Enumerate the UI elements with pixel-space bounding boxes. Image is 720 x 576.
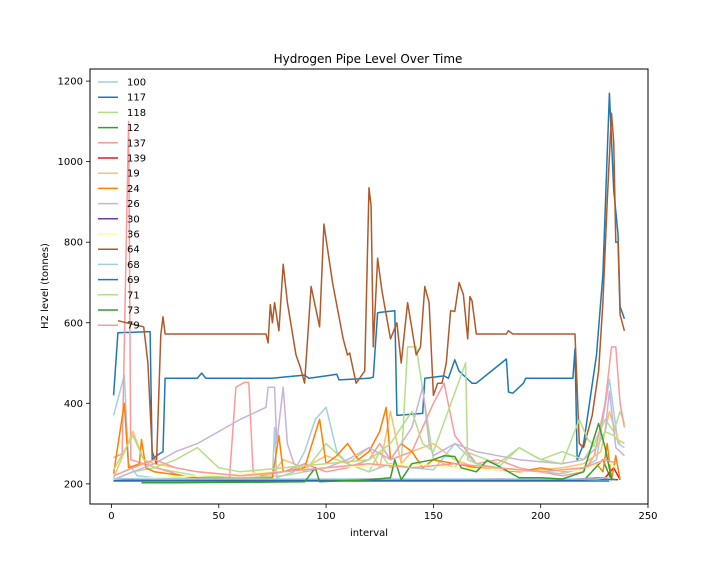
x-axis-label: interval bbox=[350, 528, 388, 539]
series-line-64 bbox=[117, 112, 626, 465]
x-tick-label: 50 bbox=[212, 511, 225, 522]
legend-label-19: 19 bbox=[127, 169, 140, 180]
legend-label-118: 118 bbox=[127, 108, 146, 119]
y-tick-label: 800 bbox=[64, 238, 83, 249]
legend-label-64: 64 bbox=[127, 245, 140, 256]
legend-label-79: 79 bbox=[127, 321, 140, 332]
legend-label-69: 69 bbox=[127, 275, 140, 286]
series-line-36 bbox=[113, 458, 617, 480]
plot-lines bbox=[112, 92, 626, 484]
series-line-71 bbox=[112, 362, 621, 473]
x-tick-label: 250 bbox=[638, 511, 657, 522]
y-axis-label: H2 level (tonnes) bbox=[40, 243, 51, 329]
series-line-68 bbox=[113, 477, 614, 480]
legend-label-24: 24 bbox=[127, 184, 140, 195]
x-tick-label: 150 bbox=[424, 511, 443, 522]
legend-label-12: 12 bbox=[127, 123, 140, 134]
legend-label-36: 36 bbox=[127, 230, 140, 241]
legend: 100 117 118 12 137 139 19 24 26 30 36 64 68 69 71 73 79 bbox=[98, 78, 146, 332]
plot-frame bbox=[89, 68, 649, 505]
series-line-73 bbox=[141, 422, 616, 484]
y-tick-label: 600 bbox=[64, 318, 83, 329]
x-axis: 0 50 100 150 200 250 bbox=[108, 504, 658, 522]
y-tick-label: 200 bbox=[64, 479, 83, 490]
y-tick-label: 1000 bbox=[58, 157, 83, 168]
legend-label-100: 100 bbox=[127, 78, 146, 89]
x-tick-label: 200 bbox=[531, 511, 550, 522]
y-tick-label: 1200 bbox=[58, 77, 83, 88]
legend-label-137: 137 bbox=[127, 138, 146, 149]
x-tick-label: 100 bbox=[317, 511, 336, 522]
legend-label-68: 68 bbox=[127, 260, 140, 271]
legend-label-30: 30 bbox=[127, 214, 140, 225]
y-axis: 200 400 600 800 1000 1200 bbox=[58, 77, 90, 490]
x-tick-label: 0 bbox=[108, 511, 114, 522]
chart-title: Hydrogen Pipe Level Over Time bbox=[274, 52, 463, 66]
legend-label-117: 117 bbox=[127, 93, 146, 104]
series-line-118 bbox=[113, 346, 626, 481]
series-line-26 bbox=[113, 386, 625, 481]
legend-label-26: 26 bbox=[127, 199, 140, 210]
series-line-79 bbox=[113, 458, 619, 477]
y-tick-label: 400 bbox=[64, 399, 83, 410]
legend-label-139: 139 bbox=[127, 154, 146, 165]
legend-label-73: 73 bbox=[127, 306, 140, 317]
legend-label-71: 71 bbox=[127, 290, 140, 301]
